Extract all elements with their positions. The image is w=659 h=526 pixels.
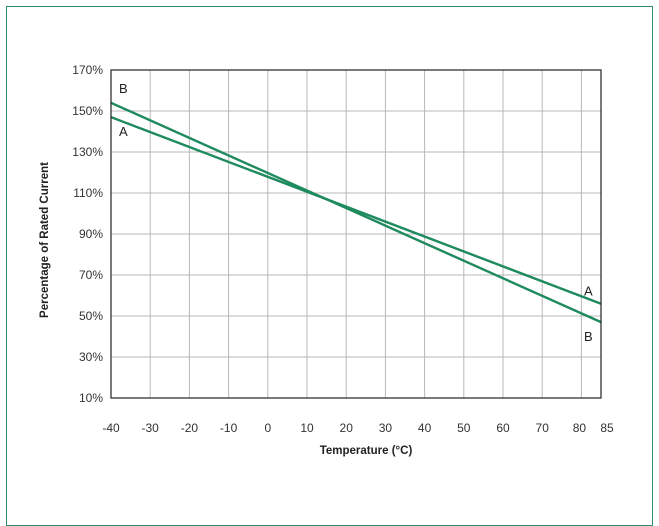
y-tick-label: 30% bbox=[79, 350, 103, 364]
series-end-label-a: A bbox=[584, 284, 593, 299]
y-tick-label: 70% bbox=[79, 268, 103, 282]
x-tick-label: -20 bbox=[181, 421, 199, 435]
series-line-b bbox=[110, 101, 602, 324]
x-tick-labels: -40 -30 -20 -10 0 10 20 30 40 50 60 70 80 85 bbox=[102, 421, 614, 435]
series-start-label-a: A bbox=[119, 124, 128, 139]
series-labels: A A B B bbox=[119, 81, 593, 344]
series-end-label-b: B bbox=[584, 329, 593, 344]
y-tick-label: 50% bbox=[79, 309, 103, 323]
x-tick-label: 50 bbox=[457, 421, 471, 435]
x-tick-label: 40 bbox=[418, 421, 432, 435]
series-line-a bbox=[110, 116, 602, 305]
x-tick-label: 10 bbox=[300, 421, 314, 435]
y-tick-label: 170% bbox=[72, 63, 103, 77]
x-axis-title: Temperature (°C) bbox=[320, 445, 413, 457]
chart-svg: 10% 30% 50% 70% 90% 110% 130% 150% 170% -40 -30 -2… bbox=[39, 63, 614, 457]
y-tick-label: 90% bbox=[79, 227, 103, 241]
y-tick-label: 110% bbox=[73, 186, 103, 200]
y-tick-label: 130% bbox=[72, 145, 103, 159]
y-tick-label: 150% bbox=[72, 104, 103, 118]
plot-border bbox=[110, 69, 602, 399]
x-tick-label: 0 bbox=[264, 421, 271, 435]
x-tick-label: 85 bbox=[600, 421, 614, 435]
x-tick-label: 80 bbox=[573, 421, 587, 435]
y-tick-labels: 10% 30% 50% 70% 90% 110% 130% 150% 170% bbox=[72, 63, 103, 405]
x-tick-label: -30 bbox=[142, 421, 160, 435]
x-tick-label: -10 bbox=[220, 421, 238, 435]
y-tick-label: 10% bbox=[79, 391, 103, 405]
x-tick-label: -40 bbox=[102, 421, 120, 435]
chart-frame bbox=[6, 6, 653, 526]
x-tick-label: 30 bbox=[379, 421, 393, 435]
grid bbox=[111, 70, 601, 398]
y-axis-title: Percentage of Rated Current bbox=[39, 162, 51, 318]
x-tick-label: 60 bbox=[496, 421, 510, 435]
series-start-label-b: B bbox=[119, 81, 128, 96]
x-tick-label: 20 bbox=[340, 421, 354, 435]
x-tick-label: 70 bbox=[536, 421, 550, 435]
series-layer bbox=[110, 101, 602, 324]
